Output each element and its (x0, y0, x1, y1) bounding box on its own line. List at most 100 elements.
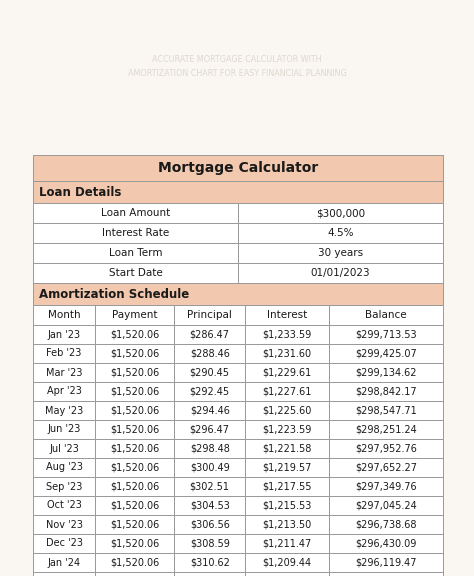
Text: $294.46: $294.46 (190, 406, 229, 415)
Text: Feb '23: Feb '23 (46, 348, 82, 358)
Bar (245, 496, 329, 515)
Bar (95, 553, 174, 572)
Text: $304.53: $304.53 (190, 501, 229, 510)
Bar (33, 496, 95, 515)
Bar (174, 382, 245, 401)
Bar (245, 572, 329, 576)
Bar (33, 515, 95, 534)
Bar (33, 223, 238, 243)
Text: Payment: Payment (112, 310, 158, 320)
Text: $1,229.61: $1,229.61 (263, 367, 311, 377)
Bar (238, 263, 443, 283)
Text: $1,520.06: $1,520.06 (110, 367, 160, 377)
Text: $299,134.62: $299,134.62 (355, 367, 417, 377)
Text: Dec '23: Dec '23 (46, 539, 82, 548)
Bar (174, 325, 245, 344)
Text: $1,231.60: $1,231.60 (263, 348, 311, 358)
Text: Interest Rate: Interest Rate (102, 228, 169, 238)
Bar (329, 515, 443, 534)
Bar (174, 420, 245, 439)
Text: $296.47: $296.47 (190, 425, 230, 434)
Text: Balance: Balance (365, 310, 407, 320)
Text: $297,349.76: $297,349.76 (355, 482, 417, 491)
Bar (95, 572, 174, 576)
Bar (245, 458, 329, 477)
Bar (329, 572, 443, 576)
Bar (95, 420, 174, 439)
Bar (174, 534, 245, 553)
Bar (95, 458, 174, 477)
Bar (33, 401, 95, 420)
Bar (174, 401, 245, 420)
Text: $1,520.06: $1,520.06 (110, 482, 160, 491)
Text: $1,520.06: $1,520.06 (110, 348, 160, 358)
Bar (33, 458, 95, 477)
Text: $1,217.55: $1,217.55 (262, 482, 312, 491)
Text: Jun '23: Jun '23 (47, 425, 81, 434)
Text: $1,215.53: $1,215.53 (262, 501, 312, 510)
Text: $1,219.57: $1,219.57 (262, 463, 312, 472)
Text: $296,430.09: $296,430.09 (356, 539, 417, 548)
Text: $1,209.44: $1,209.44 (263, 558, 311, 567)
Bar (245, 344, 329, 363)
Text: Loan Details: Loan Details (39, 185, 121, 199)
Bar (33, 382, 95, 401)
Bar (329, 363, 443, 382)
Text: $1,520.06: $1,520.06 (110, 463, 160, 472)
Bar (245, 420, 329, 439)
Text: $298.48: $298.48 (190, 444, 229, 453)
Text: Jul '23: Jul '23 (49, 444, 79, 453)
Text: $1,233.59: $1,233.59 (263, 329, 311, 339)
Bar (95, 305, 174, 325)
Bar (33, 534, 95, 553)
Bar (174, 553, 245, 572)
Text: $302.51: $302.51 (190, 482, 230, 491)
Bar (245, 363, 329, 382)
Bar (95, 515, 174, 534)
Text: $298,547.71: $298,547.71 (355, 406, 417, 415)
Text: $290.45: $290.45 (190, 367, 230, 377)
Bar (329, 553, 443, 572)
Bar (33, 344, 95, 363)
Text: Loan Amount: Loan Amount (101, 208, 170, 218)
Text: $1,520.06: $1,520.06 (110, 406, 160, 415)
Bar (33, 439, 95, 458)
Bar (174, 305, 245, 325)
Text: $298,842.17: $298,842.17 (355, 386, 417, 396)
Text: $1,520.06: $1,520.06 (110, 329, 160, 339)
Bar (95, 439, 174, 458)
Bar (33, 181, 443, 203)
Text: $299,713.53: $299,713.53 (355, 329, 417, 339)
Bar (174, 344, 245, 363)
Bar (174, 439, 245, 458)
Text: Start Date: Start Date (109, 268, 163, 278)
Text: $288.46: $288.46 (190, 348, 229, 358)
Bar (245, 553, 329, 572)
Bar (329, 534, 443, 553)
Text: $310.62: $310.62 (190, 558, 229, 567)
Bar (95, 401, 174, 420)
Text: Month: Month (48, 310, 81, 320)
Bar (245, 325, 329, 344)
Text: $300.49: $300.49 (190, 463, 229, 472)
Text: $308.59: $308.59 (190, 539, 229, 548)
Text: Nov '23: Nov '23 (46, 520, 82, 529)
Bar (33, 477, 95, 496)
Bar (174, 477, 245, 496)
Text: $1,221.58: $1,221.58 (262, 444, 312, 453)
Bar (95, 534, 174, 553)
Text: $292.45: $292.45 (190, 386, 230, 396)
Text: $1,520.06: $1,520.06 (110, 539, 160, 548)
Text: $1,520.06: $1,520.06 (110, 501, 160, 510)
Bar (329, 496, 443, 515)
Text: $297,045.24: $297,045.24 (355, 501, 417, 510)
Text: May '23: May '23 (45, 406, 83, 415)
Bar (95, 477, 174, 496)
Bar (95, 382, 174, 401)
Bar (95, 496, 174, 515)
Bar (174, 572, 245, 576)
Bar (174, 363, 245, 382)
Bar (33, 305, 95, 325)
Text: $1,225.60: $1,225.60 (262, 406, 312, 415)
Text: Mar '23: Mar '23 (46, 367, 82, 377)
